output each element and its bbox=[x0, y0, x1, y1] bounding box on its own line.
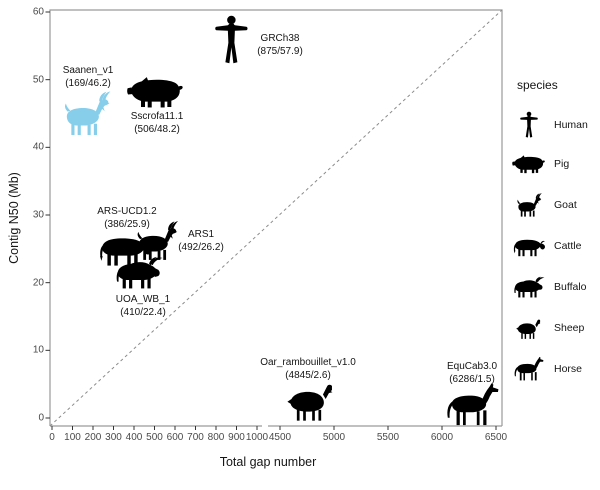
x-tick-label: 900 bbox=[228, 432, 245, 443]
legend-label-cattle: Cattle bbox=[554, 240, 582, 252]
panel-border bbox=[49, 9, 503, 426]
x-tick-label: 500 bbox=[146, 432, 163, 443]
x-tick-label: 5000 bbox=[322, 432, 346, 443]
assembly-values: (506/48.2) bbox=[134, 123, 180, 135]
assembly-name: EquCab3.0 bbox=[446, 361, 498, 372]
point-label-Sscrofa11.1: Sscrofa11.1 (506/48.2) bbox=[131, 111, 184, 136]
x-tick-label: 700 bbox=[187, 432, 204, 443]
point-label-GRCh38: GRCh38 (875/57.9) bbox=[257, 33, 303, 58]
y-tick-label: 30 bbox=[32, 209, 44, 221]
x-tick-label: 4500 bbox=[268, 432, 292, 443]
buffalo-icon bbox=[116, 256, 163, 289]
cattle-icon bbox=[513, 239, 545, 257]
x-tick-label: 300 bbox=[105, 432, 122, 443]
horse-icon bbox=[514, 356, 544, 381]
point-label-Saanen_v1: Saanen_v1 (169/46.2) bbox=[63, 65, 114, 90]
assembly-name: Saanen_v1 bbox=[62, 65, 114, 76]
identity-dashed-line bbox=[49, 9, 503, 427]
legend-label-human: Human bbox=[554, 119, 588, 131]
sheep-icon bbox=[516, 319, 541, 339]
assembly-values: (169/46.2) bbox=[65, 77, 111, 89]
legend-label-goat: Goat bbox=[554, 199, 577, 211]
x-tick-label: 6000 bbox=[430, 432, 454, 443]
legend-label-buffalo: Buffalo bbox=[554, 281, 587, 293]
legend-title: species bbox=[517, 78, 558, 92]
assembly-values: (492/26.2) bbox=[178, 241, 224, 253]
y-tick-label: 40 bbox=[32, 141, 44, 153]
x-tick-label: 600 bbox=[166, 432, 184, 443]
y-tick-label: 50 bbox=[32, 74, 44, 86]
assembly-name: Oar_rambouillet_v1.0 bbox=[260, 357, 356, 368]
assembly-name: GRCh38 bbox=[260, 33, 300, 44]
legend-icons-layer bbox=[512, 111, 545, 381]
x-tick-label: 200 bbox=[84, 432, 102, 443]
x-tick-label: 800 bbox=[207, 432, 225, 443]
pig-icon bbox=[512, 155, 545, 174]
assembly-values: (386/25.9) bbox=[104, 218, 150, 230]
assembly-values: (410/22.4) bbox=[120, 306, 166, 318]
human-icon bbox=[520, 111, 538, 138]
assembly-values: (6286/1.5) bbox=[449, 373, 495, 385]
y-tick-label: 60 bbox=[32, 6, 44, 18]
buffalo-icon bbox=[514, 276, 545, 298]
point-label-ARS-UCD1.2: ARS-UCD1.2 (386/25.9) bbox=[97, 206, 156, 231]
human-icon bbox=[215, 15, 248, 64]
horse-icon bbox=[447, 383, 499, 426]
y-tick-label: 20 bbox=[32, 277, 44, 289]
x-tick-label: 100 bbox=[64, 432, 81, 443]
point-label-EquCab3.0: EquCab3.0 (6286/1.5) bbox=[447, 361, 497, 386]
y-axis-title: Contig N50 (Mb) bbox=[7, 172, 21, 264]
assembly-values: (4845/2.6) bbox=[285, 369, 331, 381]
sheep-icon bbox=[287, 384, 333, 421]
x-axis-title: Total gap number bbox=[219, 455, 317, 469]
legend-label-pig: Pig bbox=[554, 158, 570, 170]
goat-icon bbox=[65, 91, 111, 135]
point-label-Oar_rambouillet_v1.0: Oar_rambouillet_v1.0 (4845/2.6) bbox=[260, 357, 356, 382]
y-tick-label: 10 bbox=[32, 344, 44, 356]
legend-label-horse: Horse bbox=[554, 363, 583, 375]
x-tick-label: 6500 bbox=[484, 432, 508, 443]
assembly-name: ARS-UCD1.2 bbox=[97, 206, 157, 217]
assembly-name: UOA_WB_1 bbox=[115, 294, 171, 305]
goat-icon bbox=[517, 193, 542, 217]
x-tick-label: 5500 bbox=[376, 432, 400, 443]
x-tick-label: 1000 bbox=[245, 432, 269, 443]
plot-panel bbox=[45, 9, 503, 430]
assembly-name: Sscrofa11.1 bbox=[130, 111, 184, 122]
assembly-values: (875/57.9) bbox=[257, 45, 303, 57]
pig-icon bbox=[127, 77, 183, 108]
point-label-ARS1: ARS1 (492/26.2) bbox=[178, 229, 224, 254]
x-tick-label: 400 bbox=[125, 432, 143, 443]
y-tick-label: 0 bbox=[38, 412, 44, 424]
legend-label-sheep: Sheep bbox=[554, 322, 585, 334]
x-tick-label: 0 bbox=[49, 432, 55, 443]
point-label-UOA_WB_1: UOA_WB_1 (410/22.4) bbox=[116, 294, 170, 319]
assembly-name: ARS1 bbox=[187, 229, 215, 240]
